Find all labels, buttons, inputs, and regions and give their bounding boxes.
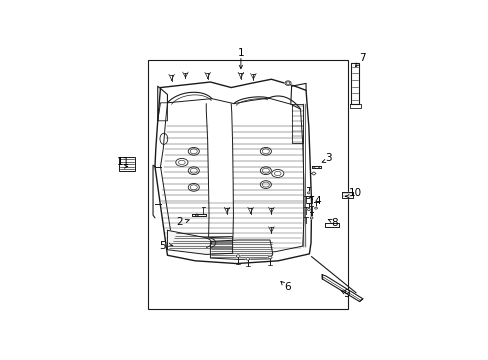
Ellipse shape bbox=[175, 158, 187, 166]
Polygon shape bbox=[167, 230, 232, 255]
Polygon shape bbox=[349, 104, 360, 108]
Polygon shape bbox=[311, 166, 321, 168]
Text: 11: 11 bbox=[116, 157, 129, 167]
Text: 1: 1 bbox=[237, 48, 244, 58]
Ellipse shape bbox=[271, 170, 284, 177]
Text: 6: 6 bbox=[284, 282, 290, 292]
Ellipse shape bbox=[307, 192, 309, 194]
Polygon shape bbox=[325, 223, 339, 227]
Ellipse shape bbox=[285, 81, 290, 85]
Text: 2: 2 bbox=[176, 217, 183, 227]
Polygon shape bbox=[192, 214, 206, 216]
Bar bbox=[148, 60, 347, 309]
Text: 3: 3 bbox=[325, 153, 331, 163]
Polygon shape bbox=[322, 275, 362, 302]
Ellipse shape bbox=[267, 256, 271, 259]
Text: 4: 4 bbox=[314, 196, 320, 206]
Ellipse shape bbox=[236, 255, 240, 257]
Polygon shape bbox=[350, 63, 359, 104]
Ellipse shape bbox=[314, 207, 317, 209]
Text: 9: 9 bbox=[343, 289, 349, 299]
Bar bbox=[119, 157, 135, 171]
Text: 8: 8 bbox=[330, 219, 337, 228]
Ellipse shape bbox=[245, 258, 249, 260]
Polygon shape bbox=[305, 196, 309, 198]
Ellipse shape bbox=[309, 217, 312, 219]
Polygon shape bbox=[210, 240, 272, 260]
Polygon shape bbox=[342, 192, 352, 198]
Text: 10: 10 bbox=[348, 188, 362, 198]
Text: 5: 5 bbox=[159, 240, 166, 251]
Text: 7: 7 bbox=[358, 53, 365, 63]
Ellipse shape bbox=[307, 208, 309, 211]
